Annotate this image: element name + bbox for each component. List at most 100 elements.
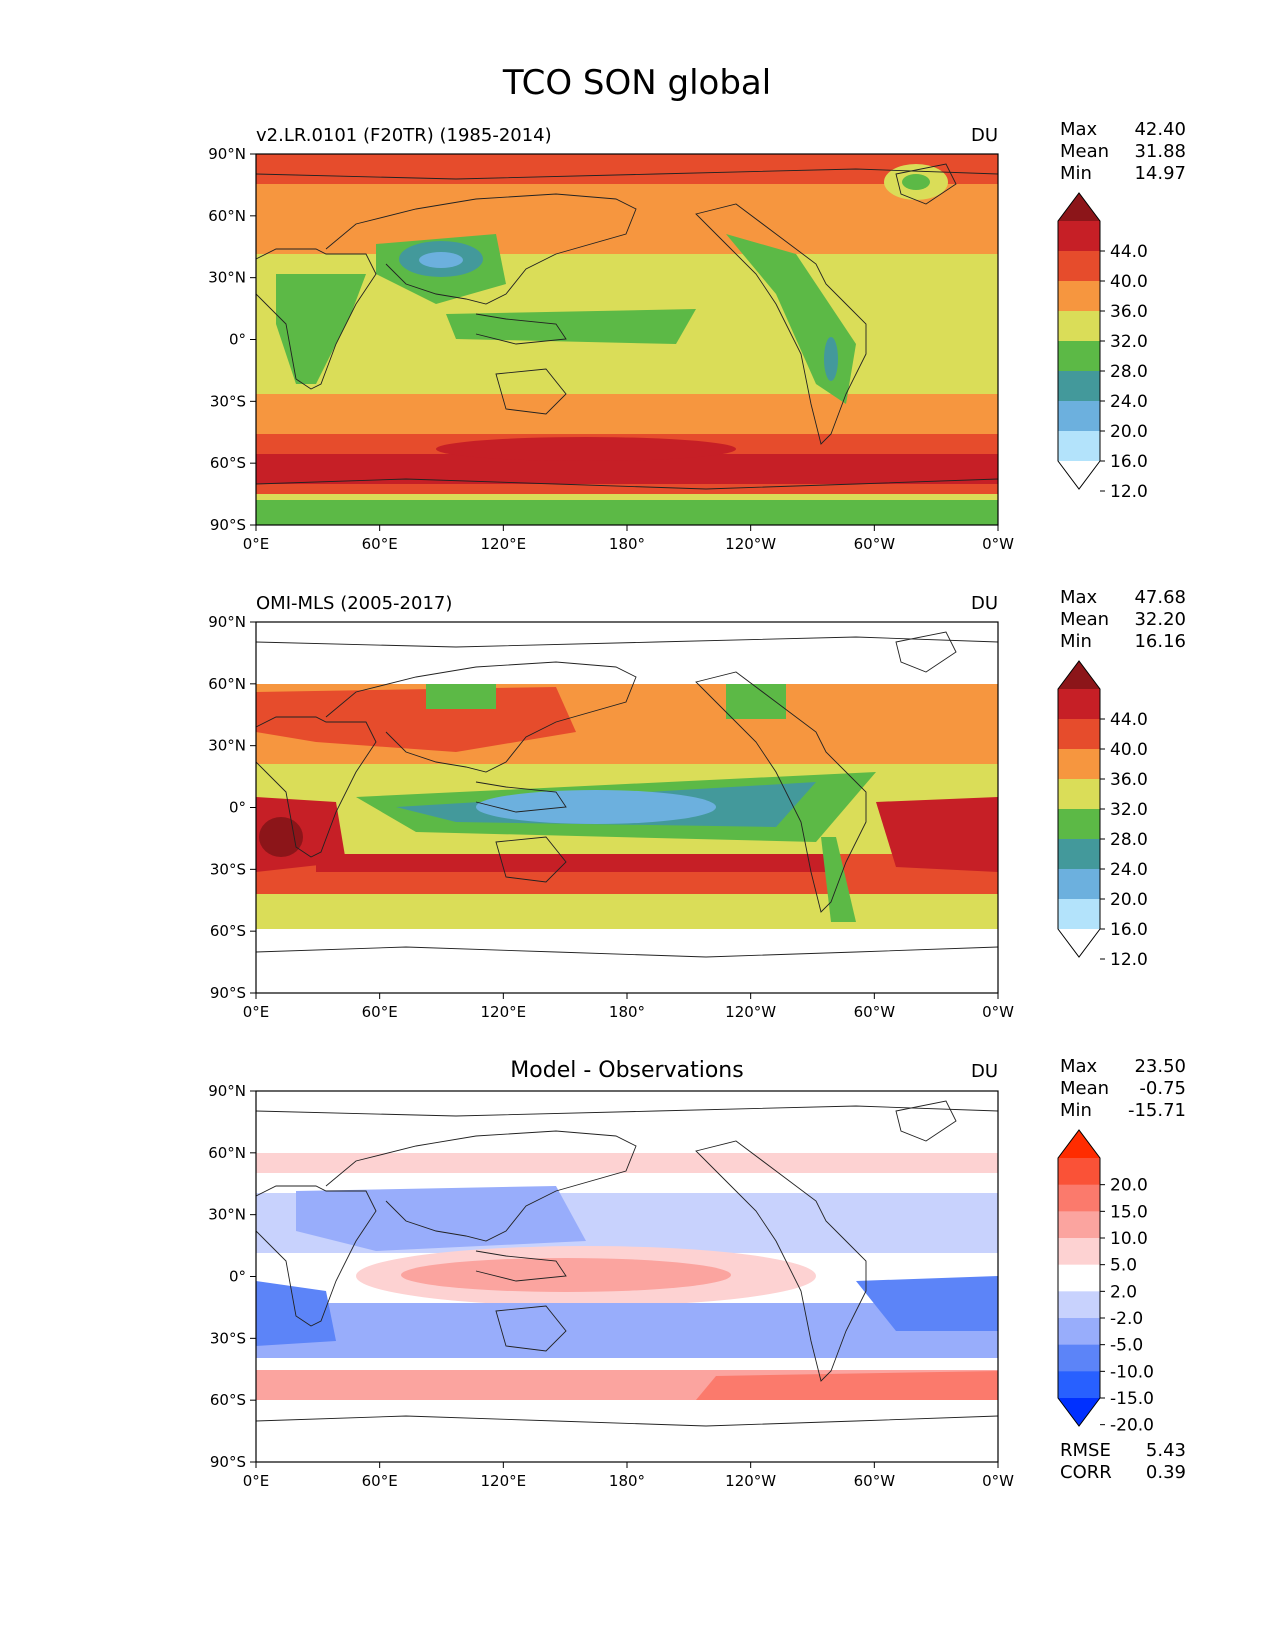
y-tick-label: 30°S — [210, 860, 246, 878]
colorbar-segment — [1058, 1371, 1100, 1399]
colorbar-segment — [1058, 251, 1100, 282]
panel-model: v2.LR.0101 (F20TR) (1985-2014) DU — [208, 119, 1186, 553]
y-tick-label: 90°S — [210, 984, 246, 1002]
band-nh-mid — [256, 184, 998, 254]
colorbar: 44.0 40.0 36.0 32.0 28.0 24.0 20.0 16.0 12.0 — [1057, 660, 1148, 970]
colorbar-extend-bottom — [1058, 461, 1100, 489]
panel-title: v2.LR.0101 (F20TR) (1985-2014) — [256, 125, 552, 146]
stat-value: 42.40 — [1134, 119, 1186, 140]
colorbar-segment — [1058, 311, 1100, 342]
axis-ticks: 0°E 60°E 120°E 180° 120°W 60°W 0°W 90°N 60°N 30°N… — [208, 145, 1014, 553]
x-tick-label: 180° — [609, 1003, 645, 1021]
nh-blue — [296, 1186, 586, 1251]
panel-title: OMI-MLS (2005-2017) — [256, 593, 452, 614]
colorbar-tick-label: 36.0 — [1110, 770, 1148, 790]
y-tick-label: 60°N — [208, 675, 246, 693]
colorbar-tick-label: 44.0 — [1110, 710, 1148, 730]
wp-red — [401, 1258, 731, 1292]
y-tick-label: 30°N — [208, 737, 246, 755]
colorbar-segment — [1058, 1291, 1100, 1319]
africa-low — [276, 274, 366, 384]
colorbar-segment — [1058, 371, 1100, 402]
tibet-blue — [419, 252, 463, 268]
y-tick-label: 60°S — [210, 922, 246, 940]
colorbar-tick-label: 24.0 — [1110, 860, 1148, 880]
stat-value: 23.50 — [1134, 1056, 1186, 1077]
colorbar-segment — [1058, 1211, 1100, 1239]
stat-value: 32.20 — [1134, 609, 1186, 630]
panel-diff: Model - Observations DU — [208, 1056, 1186, 1490]
colorbar-tick-label: 32.0 — [1110, 800, 1148, 820]
colorbar-segment — [1058, 839, 1100, 870]
coastlines — [256, 631, 998, 958]
colorbar-tick-label: -10.0 — [1110, 1362, 1154, 1382]
stat-value: -0.75 — [1139, 1078, 1186, 1099]
panel-units: DU — [971, 593, 998, 614]
panel-obs: OMI-MLS (2005-2017) DU — [208, 587, 1186, 1021]
pacific-warm-pool — [446, 309, 696, 344]
y-tick-label: 90°S — [210, 1453, 246, 1471]
metric-label: CORR — [1060, 1462, 1112, 1483]
sh-band-max — [316, 854, 836, 872]
map-obs: 0°E 60°E 120°E 180° 120°W 60°W 0°W 90°N 60°N 30°N… — [208, 613, 1014, 1021]
colorbar-segment — [1058, 869, 1100, 900]
colorbar-segment — [1058, 341, 1100, 372]
colorbar-segment — [1058, 1158, 1100, 1186]
stat-value: -15.71 — [1128, 1100, 1186, 1121]
colorbar: 20.0 15.0 10.0 5.0 2.0 -2.0 -5.0 -10.0 -15.0 -20.… — [1057, 1129, 1154, 1436]
colorbar-tick-label: 12.0 — [1110, 482, 1148, 502]
band-sh-sub — [256, 394, 998, 434]
colorbar-extend-bottom — [1058, 929, 1100, 957]
x-tick-label: 180° — [609, 1472, 645, 1490]
colorbar-tick-label: 10.0 — [1110, 1229, 1148, 1249]
x-tick-label: 60°W — [854, 1003, 896, 1021]
americas-low — [726, 234, 856, 404]
y-tick-label: 30°S — [210, 392, 246, 410]
colorbar-tick-label: 16.0 — [1110, 920, 1148, 940]
stats-box: Max 42.40 Mean 31.88 Min 14.97 — [1060, 119, 1186, 184]
ea-dark-blue — [856, 1276, 998, 1331]
colorbar-tick-label: -15.0 — [1110, 1389, 1154, 1409]
siberia-green — [426, 684, 496, 709]
colorbar-segment — [1058, 779, 1100, 810]
x-tick-label: 0°W — [982, 535, 1014, 553]
colorbar-tick-label: 36.0 — [1110, 302, 1148, 322]
colorbar-tick-label: 5.0 — [1110, 1256, 1137, 1276]
tropical-blue — [476, 790, 716, 824]
colorbar-segment — [1058, 431, 1100, 462]
x-tick-label: 0°E — [243, 535, 270, 553]
colorbar-tick-label: 2.0 — [1110, 1282, 1137, 1302]
x-tick-label: 60°W — [854, 1472, 896, 1490]
stat-label: Mean — [1060, 609, 1109, 630]
map-diff: 0°E 60°E 120°E 180° 120°W 60°W 0°W 90°N 60°N 30°N… — [208, 1082, 1014, 1490]
y-tick-label: 60°S — [210, 454, 246, 472]
greenland-green — [902, 174, 930, 190]
metric-label: RMSE — [1060, 1440, 1111, 1461]
stat-value: 47.68 — [1134, 587, 1186, 608]
colorbar: 44.0 40.0 36.0 32.0 28.0 24.0 20.0 16.0 12.0 — [1057, 192, 1148, 502]
x-tick-label: 120°W — [725, 1472, 776, 1490]
y-tick-label: 90°N — [208, 613, 246, 631]
stat-value: 16.16 — [1134, 631, 1186, 652]
y-tick-label: 90°S — [210, 516, 246, 534]
x-tick-label: 120°W — [725, 1003, 776, 1021]
panel-title: Model - Observations — [510, 1058, 743, 1083]
colorbar-segment — [1058, 1238, 1100, 1266]
stat-label: Max — [1060, 119, 1098, 140]
sh-ozone-max — [436, 437, 736, 461]
stats-box: Max 47.68 Mean 32.20 Min 16.16 — [1060, 587, 1186, 652]
panel-units: DU — [971, 1061, 998, 1082]
colorbar-tick-label: -2.0 — [1110, 1309, 1143, 1329]
colorbar-tick-label: 16.0 — [1110, 452, 1148, 472]
stat-label: Mean — [1060, 141, 1109, 162]
band-nh-white — [256, 1173, 998, 1193]
y-tick-label: 90°N — [208, 1082, 246, 1100]
colorbar-tick-label: 28.0 — [1110, 362, 1148, 382]
stat-value: 14.97 — [1134, 163, 1186, 184]
colorbar-tick-label: 44.0 — [1110, 242, 1148, 262]
y-tick-label: 30°S — [210, 1329, 246, 1347]
metric-value: 5.43 — [1146, 1440, 1186, 1461]
band-sh-mid — [256, 894, 998, 929]
coastlines — [256, 163, 998, 490]
y-tick-label: 90°N — [208, 145, 246, 163]
